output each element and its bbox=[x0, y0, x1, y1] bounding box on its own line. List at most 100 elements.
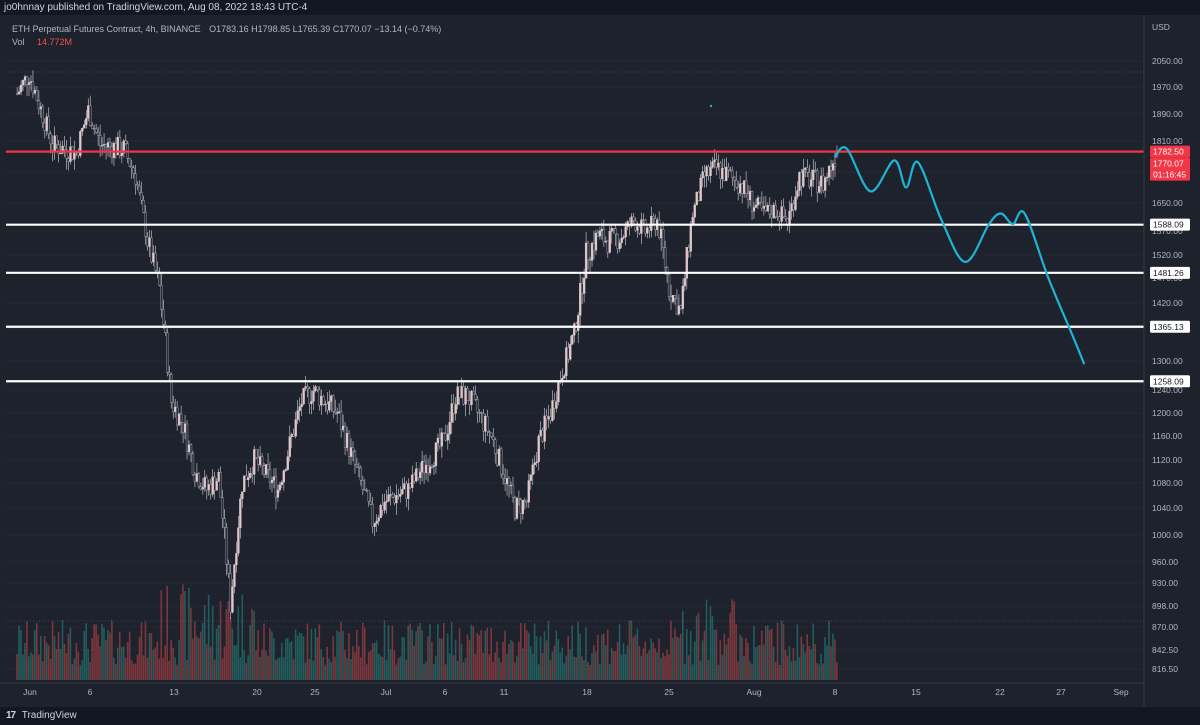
volume-bar bbox=[826, 645, 828, 680]
volume-bar bbox=[496, 641, 498, 680]
candle-body bbox=[286, 456, 289, 470]
candle-body bbox=[332, 395, 335, 412]
volume-bar bbox=[263, 623, 265, 680]
volume-bar bbox=[162, 658, 165, 680]
volume-bar bbox=[407, 625, 409, 680]
price-tick-label: 1570.00 bbox=[1152, 226, 1183, 236]
volume-bar bbox=[770, 628, 773, 680]
volume-bar bbox=[725, 644, 728, 680]
volume-bar bbox=[711, 615, 714, 680]
candle-body bbox=[83, 124, 86, 129]
volume-bar bbox=[59, 648, 62, 680]
volume-bar bbox=[737, 661, 739, 680]
volume-bar bbox=[113, 657, 115, 680]
volume-label[interactable]: Vol bbox=[12, 37, 25, 47]
price-axis[interactable]: USD2050.001970.001890.001810.001730.0016… bbox=[1143, 15, 1200, 707]
candle-body bbox=[310, 401, 313, 404]
volume-bar bbox=[808, 645, 811, 680]
candle-body bbox=[810, 179, 813, 187]
volume-bar bbox=[39, 635, 42, 680]
support-price-tag: 1588.09 bbox=[1150, 218, 1190, 231]
candle-body bbox=[650, 216, 653, 231]
tradingview-logo[interactable]: 17 TradingView bbox=[6, 710, 77, 721]
candle-body bbox=[739, 183, 742, 194]
candle-body bbox=[272, 476, 276, 481]
symbol-label[interactable]: ETH Perpetual Futures Contract, 4h, BINA… bbox=[12, 24, 201, 34]
volume-bar bbox=[482, 652, 485, 680]
volume-bar bbox=[587, 662, 589, 680]
volume-bar bbox=[417, 626, 419, 680]
candle-body bbox=[235, 553, 238, 565]
price-tick-label: 1420.00 bbox=[1152, 298, 1183, 308]
volume-bar bbox=[401, 636, 404, 680]
candle-body bbox=[205, 477, 208, 491]
projection-path[interactable] bbox=[833, 146, 1086, 365]
volume-bar bbox=[529, 646, 532, 680]
candle-body bbox=[691, 217, 694, 224]
time-tick-label: 8 bbox=[833, 687, 838, 697]
volume-bar bbox=[75, 643, 78, 680]
candle-body bbox=[347, 433, 351, 457]
candle-body bbox=[693, 204, 696, 218]
candle-body bbox=[527, 480, 530, 503]
volume-bar bbox=[571, 625, 573, 680]
candle-body bbox=[213, 476, 216, 491]
candle-body bbox=[490, 432, 493, 437]
volume-bar bbox=[816, 663, 818, 680]
candle-body bbox=[29, 81, 33, 83]
candle-body bbox=[156, 270, 159, 272]
volume-bar bbox=[196, 636, 198, 680]
volume-bar bbox=[759, 644, 761, 680]
volume-bar bbox=[646, 653, 649, 680]
volume-bar bbox=[134, 663, 137, 680]
volume-bar bbox=[77, 651, 80, 680]
candle-body bbox=[784, 216, 787, 219]
volume-bar bbox=[674, 628, 676, 680]
volume-bar bbox=[701, 640, 704, 680]
volume-bar bbox=[632, 637, 635, 680]
volume-bar bbox=[245, 663, 248, 680]
volume-bar bbox=[405, 659, 408, 680]
time-axis[interactable]: Jun 6 13 20 25 Jul 6 11 18 25 Aug 8 15 22 27 Sep bbox=[0, 682, 1144, 697]
chart-legend: ETH Perpetual Futures Contract, 4h, BINA… bbox=[12, 23, 441, 49]
volume-bar bbox=[399, 656, 402, 680]
volume-bar bbox=[814, 644, 816, 680]
volume-bar bbox=[747, 643, 749, 680]
candle-body bbox=[515, 498, 519, 519]
volume-bar bbox=[178, 640, 180, 680]
volume-bar bbox=[61, 620, 64, 680]
candle-body bbox=[411, 474, 414, 488]
candle-body bbox=[401, 488, 404, 495]
volume-bar bbox=[676, 636, 678, 680]
candle-body bbox=[644, 219, 647, 234]
volume-bar bbox=[492, 661, 494, 680]
price-chart[interactable]: USD2050.001970.001890.001810.001730.0016… bbox=[0, 15, 1200, 707]
volume-bar bbox=[766, 625, 769, 680]
volume-bar bbox=[458, 628, 461, 680]
chart-panel[interactable]: USD2050.001970.001890.001810.001730.0016… bbox=[0, 15, 1200, 707]
candle-body bbox=[610, 228, 613, 232]
volume-bar bbox=[656, 652, 658, 680]
candle-body bbox=[51, 143, 54, 151]
volume-bar bbox=[512, 641, 514, 680]
candle-body bbox=[661, 229, 665, 248]
candle-body bbox=[551, 400, 554, 421]
candle-body bbox=[187, 444, 191, 452]
candle-body bbox=[349, 447, 353, 457]
candle-body bbox=[112, 143, 116, 158]
volume-bar bbox=[599, 664, 601, 680]
candle-body bbox=[814, 169, 817, 171]
candle-body bbox=[19, 84, 23, 92]
volume-bar bbox=[604, 645, 607, 680]
candle-body bbox=[511, 484, 515, 498]
candle-body bbox=[762, 206, 766, 209]
candle-body bbox=[663, 247, 667, 268]
candle-body bbox=[486, 416, 489, 432]
volume-bar bbox=[508, 643, 510, 680]
candle-body bbox=[260, 456, 264, 466]
volume-bar bbox=[79, 664, 82, 680]
candle-body bbox=[697, 191, 700, 201]
volume-bar bbox=[541, 652, 544, 680]
candle-body bbox=[43, 122, 46, 131]
volume-bar bbox=[172, 647, 174, 680]
